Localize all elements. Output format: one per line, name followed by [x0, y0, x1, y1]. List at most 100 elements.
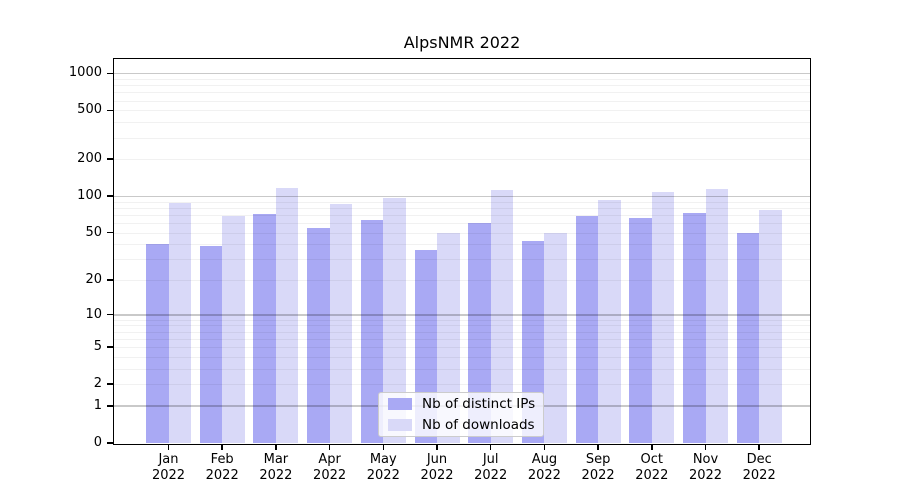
gridline-minor	[114, 122, 810, 124]
bar-downloads	[437, 232, 460, 443]
bar-distinct-ips	[360, 219, 384, 443]
gridline-minor	[114, 259, 810, 261]
x-tick-label: Apr 2022	[296, 452, 364, 484]
gridline-minor	[114, 214, 810, 216]
gridline-minor	[114, 280, 810, 282]
x-label-month: Feb	[210, 452, 234, 467]
gridline-minor	[114, 384, 810, 386]
x-label-month: Jul	[482, 452, 499, 467]
bar-downloads	[490, 190, 514, 443]
gridline-minor	[114, 78, 810, 80]
x-tick	[543, 444, 546, 450]
y-tick	[107, 442, 113, 444]
gridline-minor	[114, 244, 810, 246]
x-label-month: Apr	[318, 452, 341, 467]
bar-distinct-ips	[146, 244, 169, 443]
bar-distinct-ips	[307, 227, 330, 443]
x-tick	[221, 444, 223, 450]
bar-distinct-ips	[736, 232, 760, 443]
y-tick	[107, 231, 113, 234]
bar-downloads	[168, 203, 191, 443]
x-label-year: 2022	[474, 468, 508, 483]
gridline-minor	[114, 338, 810, 340]
bar-downloads	[329, 204, 353, 443]
x-label-month: Dec	[746, 452, 772, 467]
x-tick-label: Aug 2022	[510, 452, 578, 484]
x-tick-label: May 2022	[349, 452, 417, 484]
y-tick-label: 20	[85, 272, 102, 288]
y-tick	[107, 195, 113, 197]
y-tick-label: 5	[93, 339, 102, 355]
y-tick-label: 50	[85, 224, 102, 240]
x-tick	[597, 444, 599, 450]
bar-downloads	[544, 232, 567, 443]
gridline-minor	[114, 85, 810, 87]
x-label-year: 2022	[205, 468, 239, 483]
x-tick-label: Jun 2022	[403, 452, 471, 484]
bar-distinct-ips	[575, 215, 599, 443]
bar-distinct-ips	[629, 218, 652, 443]
x-tick	[382, 444, 385, 450]
x-label-month: Jan	[158, 452, 179, 467]
x-tick	[651, 444, 653, 450]
gridline-minor	[114, 137, 810, 139]
x-label-year: 2022	[742, 468, 776, 483]
gridline-minor	[114, 325, 810, 327]
x-label-month: Oct	[640, 452, 664, 467]
y-tick	[107, 405, 113, 407]
gridline-major	[114, 195, 810, 197]
gridline-minor	[114, 207, 810, 209]
gridline-minor	[114, 331, 810, 333]
y-tick-label: 1000	[68, 65, 102, 81]
gridline-minor	[114, 356, 810, 358]
y-tick-label: 200	[77, 151, 102, 167]
x-label-year: 2022	[313, 468, 347, 483]
y-tick	[107, 158, 113, 161]
x-tick-label: Nov 2022	[672, 452, 740, 484]
bar-distinct-ips	[683, 213, 706, 443]
y-tick	[107, 109, 113, 112]
gridline-minor	[114, 232, 810, 234]
legend-label: Nb of downloads	[422, 417, 535, 433]
bar-downloads	[759, 209, 782, 443]
y-tick	[107, 279, 113, 281]
gridline-minor	[114, 92, 810, 94]
y-tick-label: 0	[93, 435, 102, 450]
y-tick	[107, 313, 113, 316]
y-tick-label: 500	[77, 102, 102, 118]
gridline-minor	[114, 100, 810, 102]
y-tick-label: 10	[85, 306, 102, 322]
gridline-minor	[114, 110, 810, 112]
legend-entry-downloads: Nb of downloads	[388, 417, 535, 433]
x-tick-label: Jul 2022	[457, 452, 525, 484]
gridline-minor	[114, 201, 810, 203]
gridline-major	[114, 314, 810, 316]
x-label-month: Aug	[531, 452, 558, 467]
x-label-year: 2022	[688, 468, 723, 483]
gridline-minor	[114, 368, 810, 370]
x-label-year: 2022	[635, 468, 669, 483]
x-tick-label: Oct 2022	[618, 452, 686, 484]
bar-downloads	[651, 192, 675, 443]
x-label-year: 2022	[259, 468, 293, 483]
x-label-month: Nov	[692, 452, 719, 467]
x-label-month: Sep	[585, 452, 611, 467]
x-label-month: May	[369, 452, 397, 467]
y-tick	[107, 346, 113, 348]
bar-downloads	[705, 189, 728, 443]
y-tick	[107, 383, 113, 385]
x-tick-label: Jan 2022	[135, 452, 203, 484]
bar-distinct-ips	[199, 245, 223, 443]
legend: Nb of distinct IPs Nb of downloads	[378, 392, 544, 437]
gridline-minor	[114, 319, 810, 321]
x-tick	[758, 444, 760, 450]
x-tick	[167, 444, 170, 450]
legend-label: Nb of distinct IPs	[422, 396, 536, 412]
x-label-month: Jun	[426, 452, 448, 467]
x-tick-label: Dec 2022	[725, 452, 793, 484]
x-tick	[436, 444, 438, 450]
x-tick	[328, 444, 331, 450]
legend-swatch-distinct-ips	[388, 398, 412, 410]
bar-downloads	[222, 215, 245, 443]
